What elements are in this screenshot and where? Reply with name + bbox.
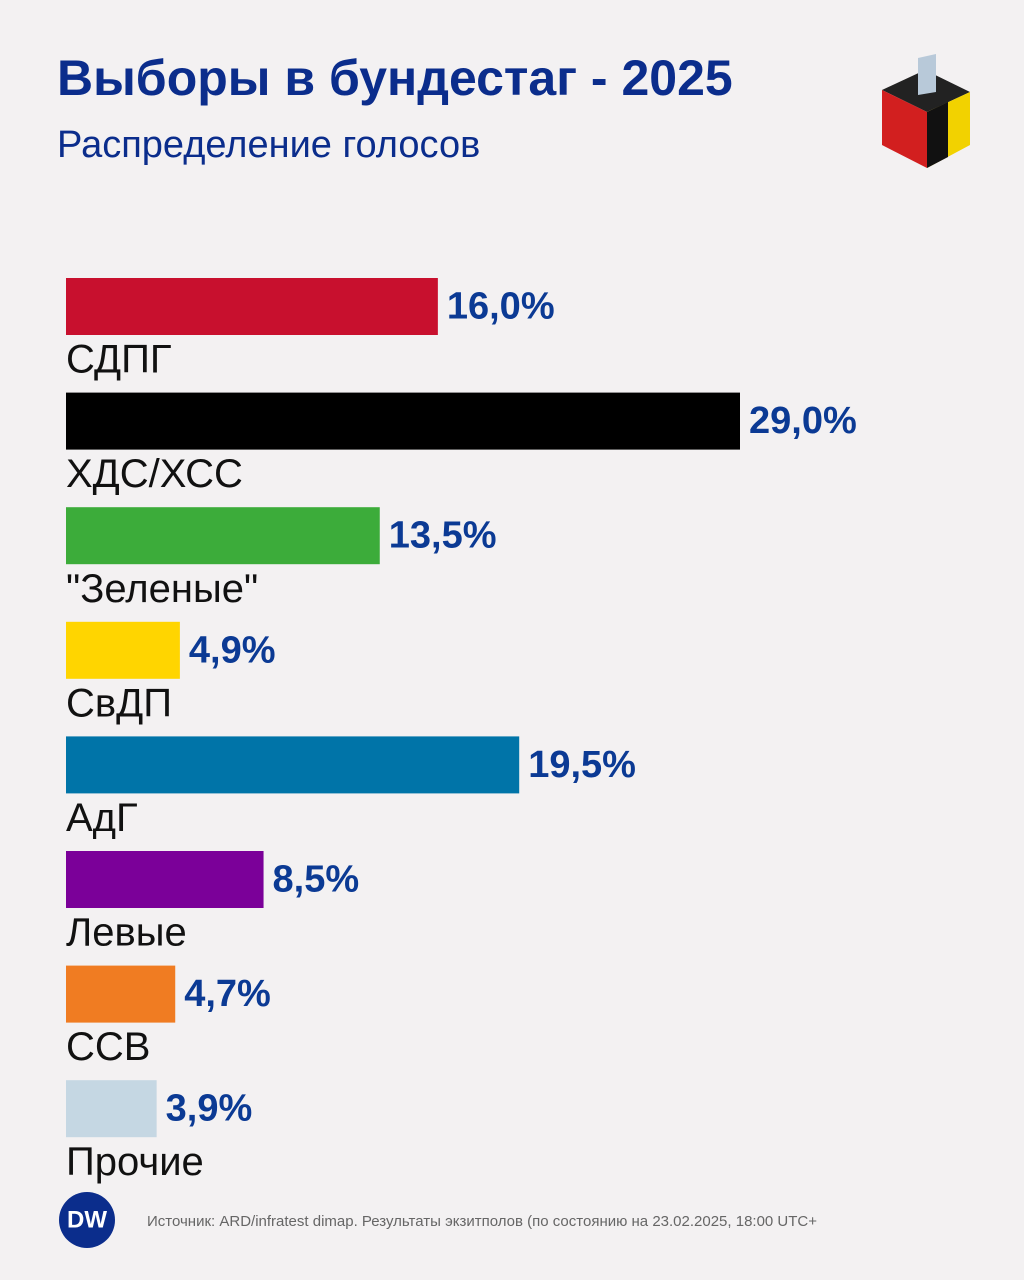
chart-title: Выборы в бундестаг - 2025 xyxy=(57,50,733,106)
value-label: 4,7% xyxy=(184,973,271,1015)
bar xyxy=(66,278,438,335)
value-label: 3,9% xyxy=(166,1088,253,1130)
category-label: Прочие xyxy=(66,1140,204,1184)
source: Источник: ARD/infratest dimap. Результат… xyxy=(147,1213,817,1230)
category-label: Левые xyxy=(66,911,187,955)
value-label: 13,5% xyxy=(389,515,497,557)
logo: DW xyxy=(67,1206,107,1233)
value-label: 8,5% xyxy=(273,859,360,901)
category-label: СвДП xyxy=(66,681,172,725)
bar xyxy=(66,392,740,450)
bar xyxy=(66,1080,157,1138)
value-label: 4,9% xyxy=(189,629,276,671)
ballot-box-icon xyxy=(882,54,970,168)
chart-subtitle: Распределение голосов xyxy=(57,124,480,166)
value-label: 19,5% xyxy=(528,744,636,786)
bar xyxy=(66,621,180,679)
bar xyxy=(66,736,520,794)
bar xyxy=(66,507,380,565)
category-label: ССВ xyxy=(66,1025,150,1069)
category-label: СДПГ xyxy=(66,338,172,382)
bar xyxy=(66,851,264,908)
value-label: 16,0% xyxy=(447,286,555,328)
logo-circle xyxy=(59,1192,115,1248)
category-label: "Зеленые" xyxy=(66,567,258,611)
category-label: АдГ xyxy=(66,796,138,840)
value-label: 29,0% xyxy=(749,400,857,442)
bar xyxy=(66,965,176,1023)
category-label: ХДС/ХСС xyxy=(66,452,243,496)
